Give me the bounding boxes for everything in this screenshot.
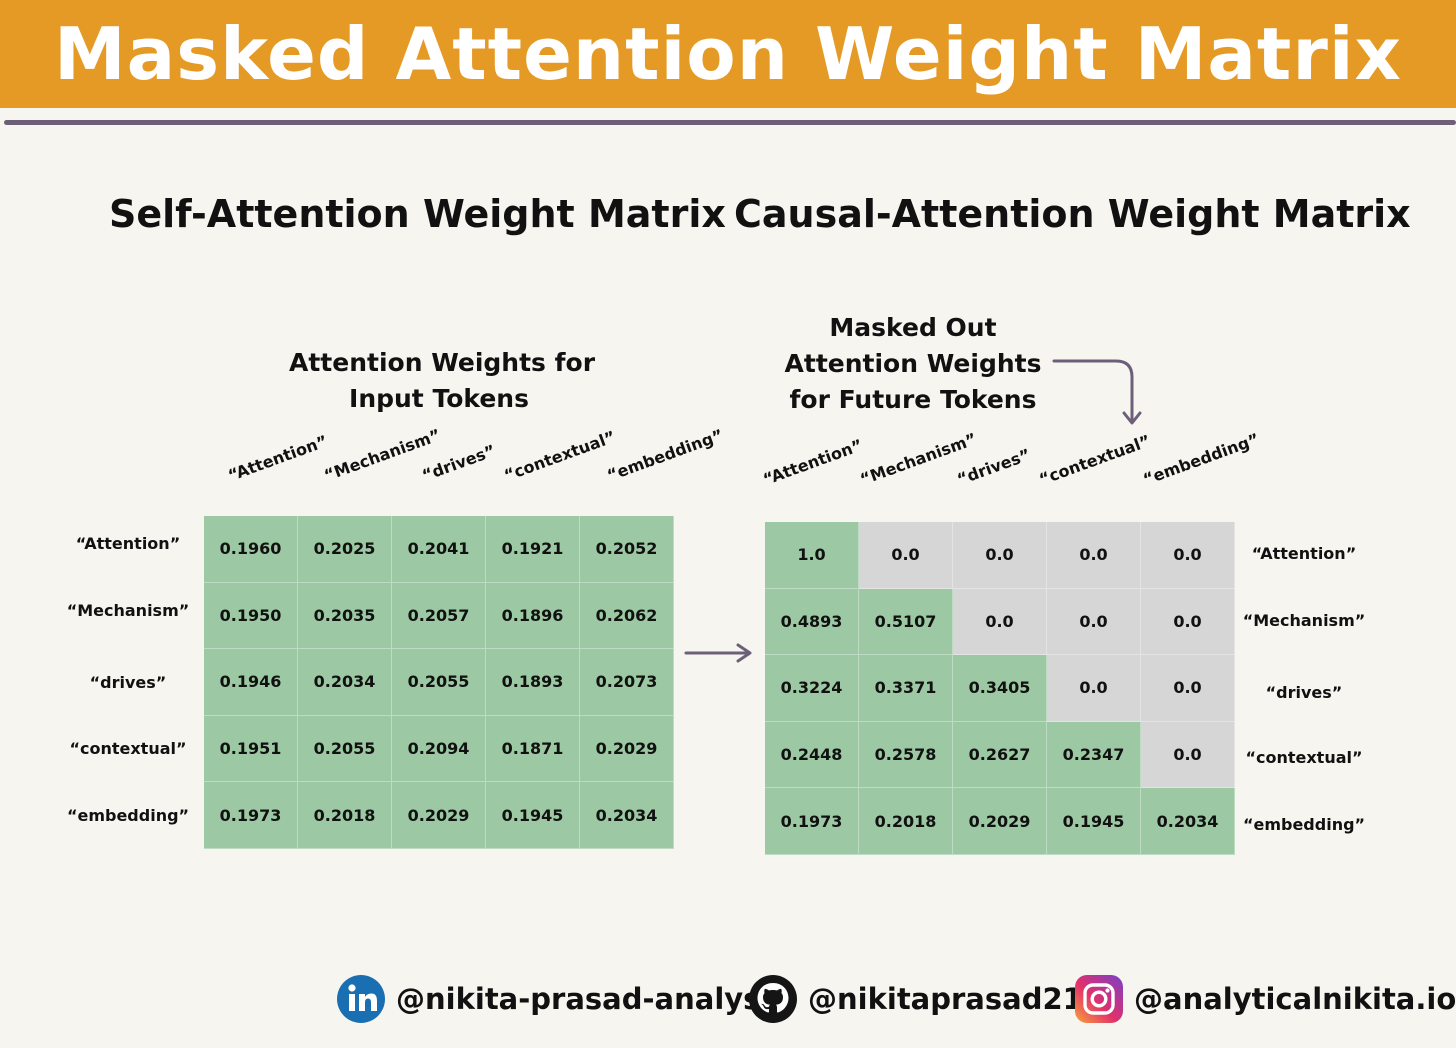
weight-cell: 0.1945 — [1047, 788, 1141, 855]
caption-line: for Future Tokens — [789, 385, 1037, 414]
github-icon — [749, 975, 797, 1023]
row-label-embedding: “embedding” — [66, 806, 190, 825]
weight-cell: 0.2073 — [580, 649, 674, 716]
curved-arrow-icon — [1052, 359, 1142, 425]
masked-weight-cell: 0.0 — [1141, 588, 1235, 656]
weight-cell: 0.2029 — [392, 782, 486, 849]
weight-cell: 0.2041 — [392, 516, 486, 583]
weight-cell: 0.2034 — [298, 649, 392, 716]
social-instagram[interactable]: @analyticalnikita.io — [1074, 974, 1456, 1024]
linkedin-handle: @nikita-prasad-analyst — [396, 982, 775, 1016]
title-banner: Masked Attention Weight Matrix — [0, 0, 1456, 108]
weight-cell: 0.2034 — [580, 782, 674, 849]
instagram-handle: @analyticalnikita.io — [1134, 982, 1456, 1016]
weight-cell: 0.5107 — [859, 588, 953, 656]
social-github[interactable]: @nikitaprasad21 — [748, 974, 1083, 1024]
weight-cell: 0.2055 — [298, 715, 392, 783]
causal-attention-matrix: 1.0 0.0 0.0 0.0 0.0 0.4893 0.5107 0.0 0.0 0.0 0.32… — [765, 522, 1235, 855]
col-label-contextual: “contextual” — [1036, 431, 1153, 489]
row-label-contextual: “contextual” — [1245, 748, 1363, 767]
row-label-mechanism: “Mechanism” — [1242, 611, 1366, 630]
instagram-icon — [1075, 975, 1123, 1023]
weight-cell: 0.1960 — [204, 516, 298, 583]
weight-cell: 0.3371 — [859, 655, 953, 722]
weight-cell: 0.2018 — [298, 782, 392, 849]
weight-cell: 0.1945 — [486, 782, 580, 849]
masked-weight-cell: 0.0 — [1141, 655, 1235, 722]
weight-cell: 0.1946 — [204, 649, 298, 716]
weight-cell: 0.3405 — [953, 655, 1047, 722]
col-label-embedding: “embedding” — [1140, 429, 1262, 489]
causal-attention-title: Causal-Attention Weight Matrix — [734, 192, 1411, 236]
weight-cell: 0.1950 — [204, 582, 298, 650]
weight-cell: 0.1921 — [486, 516, 580, 583]
masked-weight-cell: 0.0 — [953, 522, 1047, 589]
self-attention-caption: Attention Weights for Input Tokens — [289, 345, 596, 417]
weight-cell: 0.2062 — [580, 582, 674, 650]
masked-out-caption: Masked Out Attention Weights for Future … — [763, 310, 1063, 418]
weight-cell: 0.3224 — [765, 655, 859, 722]
row-label-attention: “Attention” — [75, 534, 181, 553]
masked-weight-cell: 0.0 — [859, 522, 953, 589]
weight-cell: 0.2448 — [765, 721, 859, 789]
weight-cell: 0.1893 — [486, 649, 580, 716]
masked-weight-cell: 0.0 — [1047, 522, 1141, 589]
weight-cell: 0.2578 — [859, 721, 953, 789]
weight-cell: 0.4893 — [765, 588, 859, 656]
row-label-attention: “Attention” — [1251, 544, 1357, 563]
divider-line — [4, 120, 1456, 125]
weight-cell: 0.2034 — [1141, 788, 1235, 855]
weight-cell: 0.1951 — [204, 715, 298, 783]
masked-weight-cell: 0.0 — [1141, 721, 1235, 789]
masked-weight-cell: 0.0 — [1047, 655, 1141, 722]
col-label-attention: “Attention” — [225, 431, 331, 485]
row-label-mechanism: “Mechanism” — [66, 601, 190, 620]
caption-line: Attention Weights — [784, 349, 1042, 378]
weight-cell: 0.2029 — [953, 788, 1047, 855]
row-label-drives: “drives” — [89, 673, 167, 692]
weight-cell: 0.2029 — [580, 715, 674, 783]
weight-cell: 0.2347 — [1047, 721, 1141, 789]
weight-cell: 0.1871 — [486, 715, 580, 783]
social-linkedin[interactable]: @nikita-prasad-analyst — [336, 974, 774, 1024]
row-label-drives: “drives” — [1265, 683, 1343, 702]
col-label-contextual: “contextual” — [501, 427, 618, 485]
transition-arrow-icon — [684, 643, 752, 663]
weight-cell: 0.1973 — [765, 788, 859, 855]
caption-line: Input Tokens — [349, 384, 529, 413]
row-label-contextual: “contextual” — [69, 739, 187, 758]
caption-line: Masked Out — [829, 313, 997, 342]
weight-cell: 0.2094 — [392, 715, 486, 783]
weight-cell: 0.2025 — [298, 516, 392, 583]
col-label-attention: “Attention” — [760, 435, 866, 489]
weight-cell: 0.2627 — [953, 721, 1047, 789]
weight-cell: 0.2035 — [298, 582, 392, 650]
self-attention-matrix: 0.1960 0.2025 0.2041 0.1921 0.2052 0.1950 0.20… — [204, 516, 674, 849]
weight-cell: 0.2057 — [392, 582, 486, 650]
linkedin-icon — [337, 975, 385, 1023]
weight-cell: 0.1896 — [486, 582, 580, 650]
masked-weight-cell: 0.0 — [1141, 522, 1235, 589]
caption-line: Attention Weights for — [289, 348, 596, 377]
page-title: Masked Attention Weight Matrix — [54, 12, 1402, 96]
masked-weight-cell: 0.0 — [953, 588, 1047, 656]
col-label-drives: “drives” — [419, 440, 499, 485]
col-label-embedding: “embedding” — [604, 425, 726, 485]
weight-cell: 1.0 — [765, 522, 859, 589]
weight-cell: 0.1973 — [204, 782, 298, 849]
weight-cell: 0.2018 — [859, 788, 953, 855]
weight-cell: 0.2052 — [580, 516, 674, 583]
row-label-embedding: “embedding” — [1242, 815, 1366, 834]
github-handle: @nikitaprasad21 — [808, 982, 1083, 1016]
weight-cell: 0.2055 — [392, 649, 486, 716]
masked-weight-cell: 0.0 — [1047, 588, 1141, 656]
self-attention-title: Self-Attention Weight Matrix — [109, 192, 726, 236]
